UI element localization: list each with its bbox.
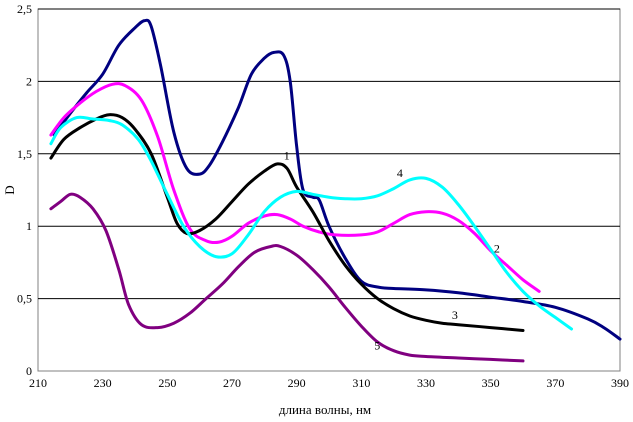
y-tick-label: 0 [26,364,32,378]
x-tick-label: 210 [29,376,47,390]
plot-area-frame [37,8,621,372]
series-label-3: 3 [452,308,458,322]
y-axis-title: D [2,185,17,194]
series-line-2 [49,82,541,293]
y-tick-label: 1 [26,219,32,233]
series-line-3 [49,113,525,332]
y-axis-ticks: 0 0,5 1 1,5 2 2,5 [17,2,32,378]
x-tick-label: 350 [482,376,500,390]
x-axis-ticks: 210 230 250 270 290 310 330 350 370 390 [29,376,629,390]
series-label-5: 5 [374,338,380,352]
x-tick-label: 370 [546,376,564,390]
x-tick-label: 250 [158,376,176,390]
series-label-2: 2 [494,241,500,255]
x-tick-label: 270 [223,376,241,390]
x-axis-title: длина волны, нм [279,402,371,417]
x-tick-label: 290 [288,376,306,390]
series-line-1 [52,18,622,341]
series-group [49,18,622,363]
series-line-4 [49,115,573,331]
series-labels: 1 2 3 4 5 [284,149,500,353]
series-label-1: 1 [284,149,290,163]
x-tick-label: 330 [417,376,435,390]
series-line-5 [49,192,525,363]
series-label-4: 4 [397,166,403,180]
x-tick-label: 310 [352,376,370,390]
gridlines [38,8,620,300]
y-tick-label: 0,5 [17,292,32,306]
x-tick-label: 390 [611,376,629,390]
x-tick-label: 230 [94,376,112,390]
y-tick-label: 2,5 [17,2,32,16]
y-tick-label: 2 [26,74,32,88]
y-tick-label: 1,5 [17,147,32,161]
